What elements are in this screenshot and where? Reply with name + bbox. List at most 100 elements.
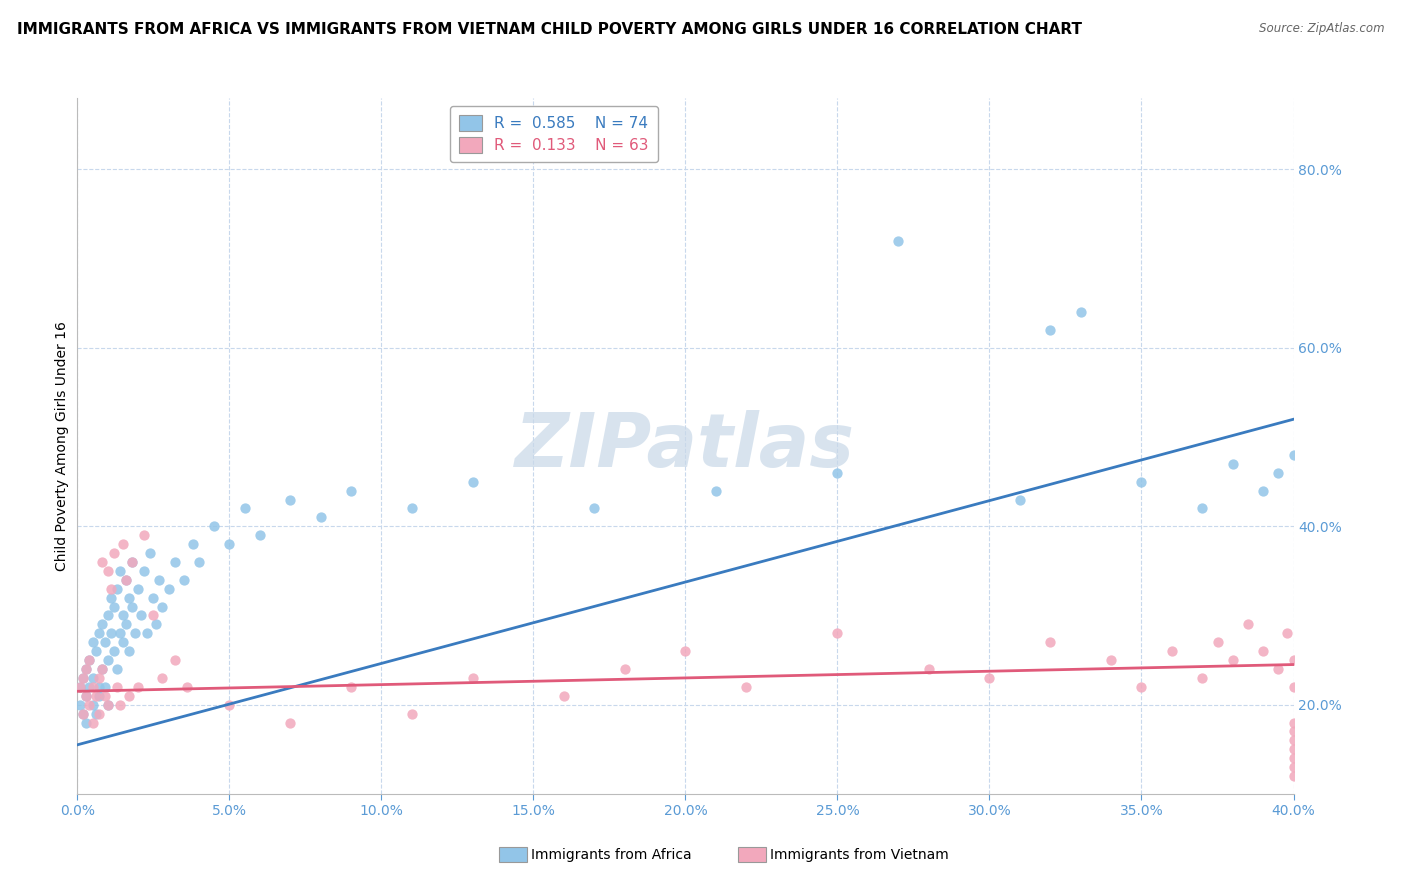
Point — [918, 662, 941, 676]
Point — [704, 483, 727, 498]
Point — [142, 608, 165, 623]
Point — [152, 671, 174, 685]
Point — [1191, 501, 1213, 516]
Point — [97, 608, 120, 623]
Point — [401, 706, 423, 721]
Point — [105, 680, 128, 694]
Point — [100, 626, 122, 640]
Text: IMMIGRANTS FROM AFRICA VS IMMIGRANTS FROM VIETNAM CHILD POVERTY AMONG GIRLS UNDE: IMMIGRANTS FROM AFRICA VS IMMIGRANTS FRO… — [17, 22, 1081, 37]
Point — [87, 680, 110, 694]
Point — [108, 698, 131, 712]
Point — [82, 698, 104, 712]
Point — [139, 546, 162, 560]
Y-axis label: Child Poverty Among Girls Under 16: Child Poverty Among Girls Under 16 — [55, 321, 69, 571]
Point — [69, 698, 91, 712]
Point — [1282, 769, 1305, 783]
Point — [129, 608, 152, 623]
Point — [142, 591, 165, 605]
Point — [1282, 751, 1305, 765]
Point — [75, 662, 97, 676]
Point — [309, 510, 332, 524]
Point — [103, 599, 125, 614]
Point — [121, 555, 143, 569]
Point — [115, 617, 138, 632]
Text: Immigrants from Vietnam: Immigrants from Vietnam — [770, 847, 949, 862]
Point — [121, 555, 143, 569]
Point — [105, 582, 128, 596]
Point — [127, 582, 149, 596]
Point — [118, 644, 141, 658]
Point — [108, 564, 131, 578]
Point — [233, 501, 256, 516]
Point — [82, 635, 104, 649]
Point — [340, 680, 363, 694]
Point — [613, 662, 636, 676]
Point — [181, 537, 204, 551]
Text: Immigrants from Africa: Immigrants from Africa — [531, 847, 692, 862]
Point — [145, 617, 167, 632]
Point — [1282, 724, 1305, 739]
Point — [121, 599, 143, 614]
Point — [553, 689, 575, 703]
Point — [249, 528, 271, 542]
Point — [188, 555, 211, 569]
Point — [97, 653, 120, 667]
Point — [134, 528, 156, 542]
Point — [461, 475, 484, 489]
Point — [118, 689, 141, 703]
Point — [69, 680, 91, 694]
Point — [1070, 305, 1092, 319]
Point — [103, 546, 125, 560]
Point — [1267, 662, 1289, 676]
Point — [97, 564, 120, 578]
Point — [111, 537, 134, 551]
Point — [218, 537, 240, 551]
Point — [827, 626, 849, 640]
Point — [152, 599, 174, 614]
Point — [1008, 492, 1031, 507]
Point — [134, 564, 156, 578]
Point — [278, 715, 301, 730]
Point — [148, 573, 170, 587]
Point — [72, 706, 94, 721]
Point — [100, 591, 122, 605]
Point — [163, 555, 186, 569]
Point — [79, 698, 101, 712]
Point — [1039, 323, 1062, 337]
Point — [461, 671, 484, 685]
Point — [84, 706, 107, 721]
Point — [93, 689, 115, 703]
Point — [82, 671, 104, 685]
Point — [105, 662, 128, 676]
Legend: R =  0.585    N = 74, R =  0.133    N = 63: R = 0.585 N = 74, R = 0.133 N = 63 — [450, 106, 658, 162]
Point — [1099, 653, 1122, 667]
Point — [97, 698, 120, 712]
Point — [401, 501, 423, 516]
Point — [202, 519, 225, 533]
Point — [79, 653, 101, 667]
Point — [87, 706, 110, 721]
Point — [115, 573, 138, 587]
Point — [72, 706, 94, 721]
Point — [1206, 635, 1229, 649]
Point — [79, 680, 101, 694]
Point — [75, 715, 97, 730]
Point — [218, 698, 240, 712]
Point — [1282, 715, 1305, 730]
Point — [84, 689, 107, 703]
Point — [1130, 475, 1153, 489]
Point — [1222, 653, 1244, 667]
Point — [176, 680, 198, 694]
Point — [340, 483, 363, 498]
Point — [278, 492, 301, 507]
Point — [1282, 680, 1305, 694]
Point — [1161, 644, 1184, 658]
Point — [69, 680, 91, 694]
Point — [1039, 635, 1062, 649]
Point — [1222, 457, 1244, 471]
Point — [887, 234, 910, 248]
Point — [87, 626, 110, 640]
Point — [93, 680, 115, 694]
Point — [136, 626, 159, 640]
Point — [1282, 448, 1305, 462]
